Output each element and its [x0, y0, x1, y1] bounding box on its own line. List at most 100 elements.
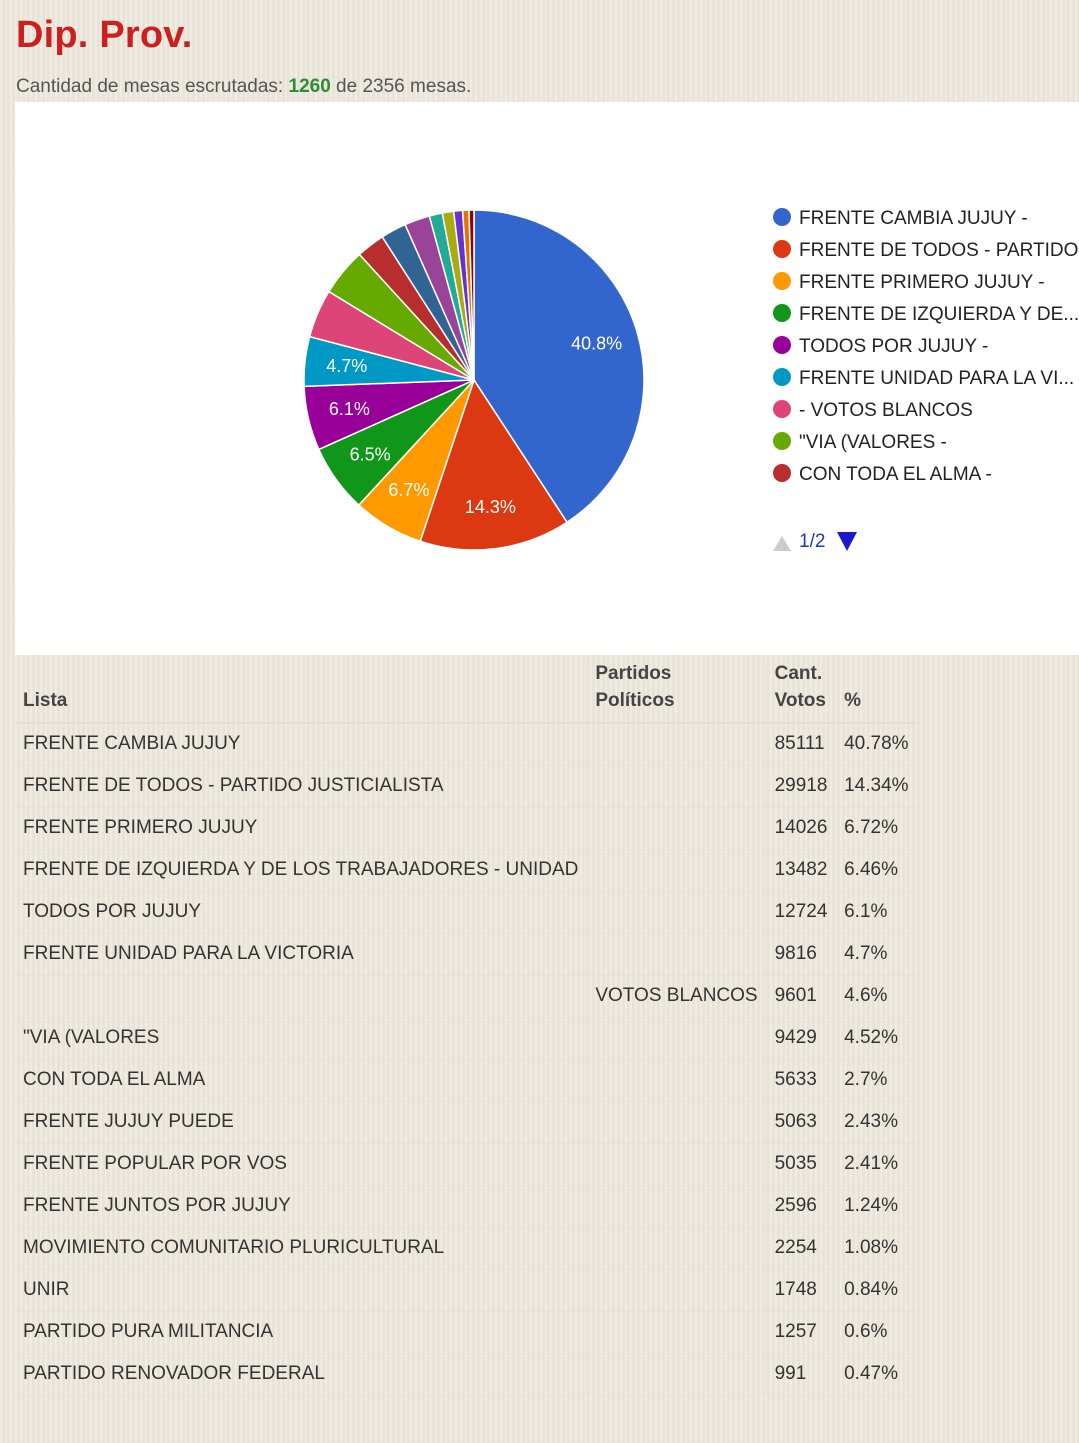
legend-swatch — [773, 464, 791, 482]
cell-partido: VOTOS BLANCOS — [586, 975, 767, 1018]
table-row: VOTOS BLANCOS 9601 4.6% — [15, 975, 917, 1018]
legend-entry[interactable]: FRENTE DE TODOS - PARTIDO... — [799, 240, 1079, 261]
legend-entry[interactable]: - VOTOS BLANCOS — [799, 400, 973, 421]
cell-lista: MOVIMIENTO COMUNITARIO PLURICULTURAL — [15, 1227, 587, 1270]
cell-votos: 13482 — [765, 849, 837, 892]
cell-votos: 1748 — [765, 1269, 837, 1312]
cell-votos: 9601 — [765, 975, 837, 1018]
table-row: PARTIDO PURA MILITANCIA 1257 0.6% — [15, 1311, 917, 1354]
legend-swatch — [773, 368, 791, 386]
table-row: PARTIDO RENOVADOR FEDERAL 991 0.47% — [15, 1353, 917, 1396]
legend-entry[interactable]: FRENTE DE IZQUIERDA Y DE... — [799, 304, 1079, 325]
mesas-summary-prefix: Cantidad de mesas escrutadas: — [16, 76, 289, 97]
cell-pct: 2.41% — [836, 1143, 917, 1186]
cell-partido — [586, 1269, 767, 1312]
mesas-escrutadas-count: 1260 — [288, 76, 331, 97]
cell-partido — [586, 1311, 767, 1354]
cell-votos: 29918 — [765, 765, 837, 808]
cell-votos: 2254 — [765, 1227, 837, 1270]
mesas-summary: Cantidad de mesas escrutadas: 1260 de 23… — [16, 76, 471, 98]
legend-swatch — [773, 432, 791, 450]
cell-lista: "VIA (VALORES — [15, 1017, 587, 1060]
pie-slice[interactable] — [419, 378, 569, 551]
legend-entry[interactable]: FRENTE PRIMERO JUJUY - — [799, 272, 1045, 293]
mesas-total-count: 2356 — [362, 76, 405, 97]
pie-slice-labels: 40.8% 14.3% 6.7% 6.5% 6.1% 4.7% — [326, 333, 622, 516]
cell-pct: 4.6% — [836, 975, 917, 1018]
table-row: UNIR 1748 0.84% — [15, 1269, 917, 1312]
cell-pct: 6.72% — [836, 807, 917, 850]
mesas-summary-middle: de — [330, 76, 363, 97]
cell-partido — [586, 849, 767, 892]
legend-entry[interactable]: TODOS POR JUJUY - — [799, 336, 988, 357]
cell-partido — [586, 1353, 767, 1396]
pager-prev-icon[interactable] — [773, 536, 791, 551]
results-table: Lista Partidos Políticos Cant. Votos % FRE… — [15, 660, 917, 1396]
cell-pct: 4.7% — [836, 933, 917, 976]
legend-swatch — [773, 208, 791, 226]
table-row: "VIA (VALORES 9429 4.52% — [15, 1017, 917, 1060]
cell-partido — [586, 1227, 767, 1270]
table-body: FRENTE CAMBIA JUJUY 85111 40.78% FRENTE DE … — [15, 723, 917, 1396]
legend-entry[interactable]: FRENTE UNIDAD PARA LA VI... — [799, 368, 1074, 389]
legend-entry[interactable]: FRENTE CAMBIA JUJUY - — [799, 208, 1028, 229]
table-row: FRENTE DE IZQUIERDA Y DE LOS TRABAJADORE… — [15, 849, 917, 892]
cell-votos: 14026 — [765, 807, 837, 850]
cell-partido — [586, 1017, 767, 1060]
cell-lista: FRENTE POPULAR POR VOS — [15, 1143, 587, 1186]
cell-pct: 0.84% — [836, 1269, 917, 1312]
legend-swatch — [773, 400, 791, 418]
cell-partido — [586, 933, 767, 976]
header-partidos-line1: Partidos — [595, 663, 672, 684]
cell-votos: 12724 — [765, 891, 837, 934]
cell-lista: PARTIDO PURA MILITANCIA — [15, 1311, 587, 1354]
cell-votos: 9429 — [765, 1017, 837, 1060]
cell-pct: 0.6% — [836, 1311, 917, 1354]
cell-lista: FRENTE UNIDAD PARA LA VICTORIA — [15, 933, 587, 976]
pie-slices — [303, 209, 645, 551]
table-row: FRENTE POPULAR POR VOS 5035 2.41% — [15, 1143, 917, 1186]
pie-slice-label: 40.8% — [571, 333, 622, 353]
table-row: FRENTE PRIMERO JUJUY 14026 6.72% — [15, 807, 917, 850]
mesas-summary-suffix: mesas. — [404, 76, 472, 97]
cell-pct: 6.1% — [836, 891, 917, 934]
cell-votos: 9816 — [765, 933, 837, 976]
cell-lista: FRENTE DE IZQUIERDA Y DE LOS TRABAJADORE… — [15, 849, 587, 892]
header-lista: Lista — [15, 660, 587, 724]
cell-votos: 5633 — [765, 1059, 837, 1102]
cell-pct: 2.7% — [836, 1059, 917, 1102]
table-row: CON TODA EL ALMA 5633 2.7% — [15, 1059, 917, 1102]
legend-entry[interactable]: "VIA (VALORES - — [799, 432, 947, 453]
pie-slice-label: 6.5% — [350, 445, 391, 465]
cell-lista: FRENTE CAMBIA JUJUY — [15, 723, 587, 766]
header-votos-line2: Votos — [774, 690, 826, 711]
cell-lista: FRENTE JUNTOS POR JUJUY — [15, 1185, 587, 1228]
header-partidos: Partidos Políticos — [586, 660, 767, 724]
cell-lista: TODOS POR JUJUY — [15, 891, 587, 934]
pager-next-icon[interactable] — [837, 532, 857, 551]
cell-pct: 0.47% — [836, 1353, 917, 1396]
cell-votos: 2596 — [765, 1185, 837, 1228]
cell-pct: 6.46% — [836, 849, 917, 892]
pie-slice-label: 6.1% — [329, 399, 370, 419]
cell-pct: 40.78% — [836, 723, 917, 766]
pie-slice[interactable] — [468, 209, 475, 381]
pie-chart: 40.8% 14.3% 6.7% 6.5% 6.1% 4.7% FRENTE CAMBIA… — [303, 208, 1079, 552]
legend-swatch — [773, 240, 791, 258]
cell-partido — [586, 1185, 767, 1228]
legend-swatch — [773, 272, 791, 290]
cell-pct: 14.34% — [836, 765, 917, 808]
cell-lista: CON TODA EL ALMA — [15, 1059, 587, 1102]
pie-slice-label: 6.7% — [388, 480, 429, 500]
cell-votos: 5035 — [765, 1143, 837, 1186]
pie-chart-panel: 40.8% 14.3% 6.7% 6.5% 6.1% 4.7% FRENTE CAMBIA… — [15, 102, 1079, 655]
cell-partido — [586, 891, 767, 934]
legend-pager: 1/2 — [773, 531, 857, 552]
cell-pct: 2.43% — [836, 1101, 917, 1144]
legend-swatch — [773, 336, 791, 354]
cell-votos: 991 — [765, 1353, 837, 1396]
cell-lista: FRENTE DE TODOS - PARTIDO JUSTICIALISTA — [15, 765, 587, 808]
pie-slice-label: 14.3% — [465, 497, 516, 517]
legend-entry[interactable]: CON TODA EL ALMA - — [799, 464, 992, 485]
table-row: FRENTE CAMBIA JUJUY 85111 40.78% — [15, 723, 917, 766]
